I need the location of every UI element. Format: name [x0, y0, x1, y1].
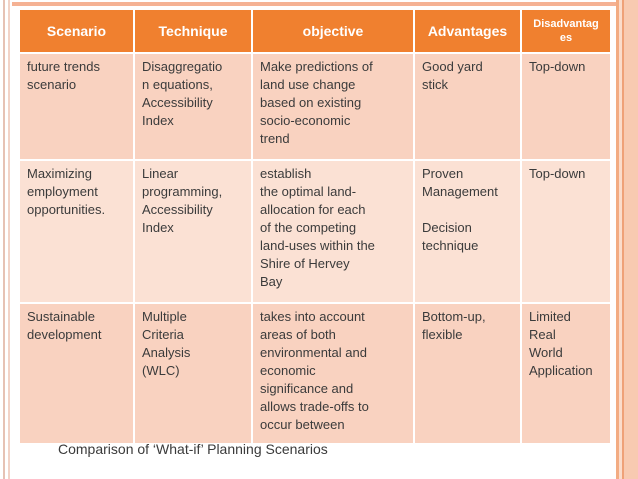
cell-scenario: Maximizing employment opportunities. — [18, 159, 135, 304]
cell-objective: establish the optimal land- allocation f… — [251, 159, 415, 304]
column-header-disadvantages: Disadvantag es — [520, 8, 612, 54]
right-border-band — [616, 0, 638, 479]
cell-disadvantages: Limited Real World Application — [520, 302, 612, 445]
left-border-line-inner — [8, 0, 10, 479]
cell-technique: Linear programming, Accessibility Index — [133, 159, 253, 304]
table-caption: Comparison of ‘What-if’ Planning Scenari… — [58, 441, 328, 457]
cell-technique: Multiple Criteria Analysis (WLC) — [133, 302, 253, 445]
cell-technique: Disaggregatio n equations, Accessibility… — [133, 52, 253, 161]
table-row-future-trends: future trends scenario Disaggregatio n e… — [18, 52, 612, 161]
column-header-advantages: Advantages — [413, 8, 522, 54]
cell-objective: Make predictions of land use change base… — [251, 52, 415, 161]
cell-objective: takes into account areas of both environ… — [251, 302, 415, 445]
column-header-scenario: Scenario — [18, 8, 135, 54]
cell-disadvantages: Top-down — [520, 159, 612, 304]
header-row: Scenario Technique objective Advantages … — [18, 8, 612, 54]
comparison-table: Scenario Technique objective Advantages … — [18, 8, 612, 445]
table-row-maximizing-employment: Maximizing employment opportunities. Lin… — [18, 159, 612, 304]
cell-advantages: Good yard stick — [413, 52, 522, 161]
cell-scenario: future trends scenario — [18, 52, 135, 161]
table-row-sustainable-development: Sustainable development Multiple Criteri… — [18, 302, 612, 445]
cell-disadvantages: Top-down — [520, 52, 612, 161]
column-header-technique: Technique — [133, 8, 253, 54]
column-header-objective: objective — [251, 8, 415, 54]
left-border-line-outer — [3, 0, 5, 479]
cell-scenario: Sustainable development — [18, 302, 135, 445]
cell-advantages: Proven Management Decision technique — [413, 159, 522, 304]
top-border-line — [12, 2, 616, 6]
cell-advantages: Bottom-up, flexible — [413, 302, 522, 445]
